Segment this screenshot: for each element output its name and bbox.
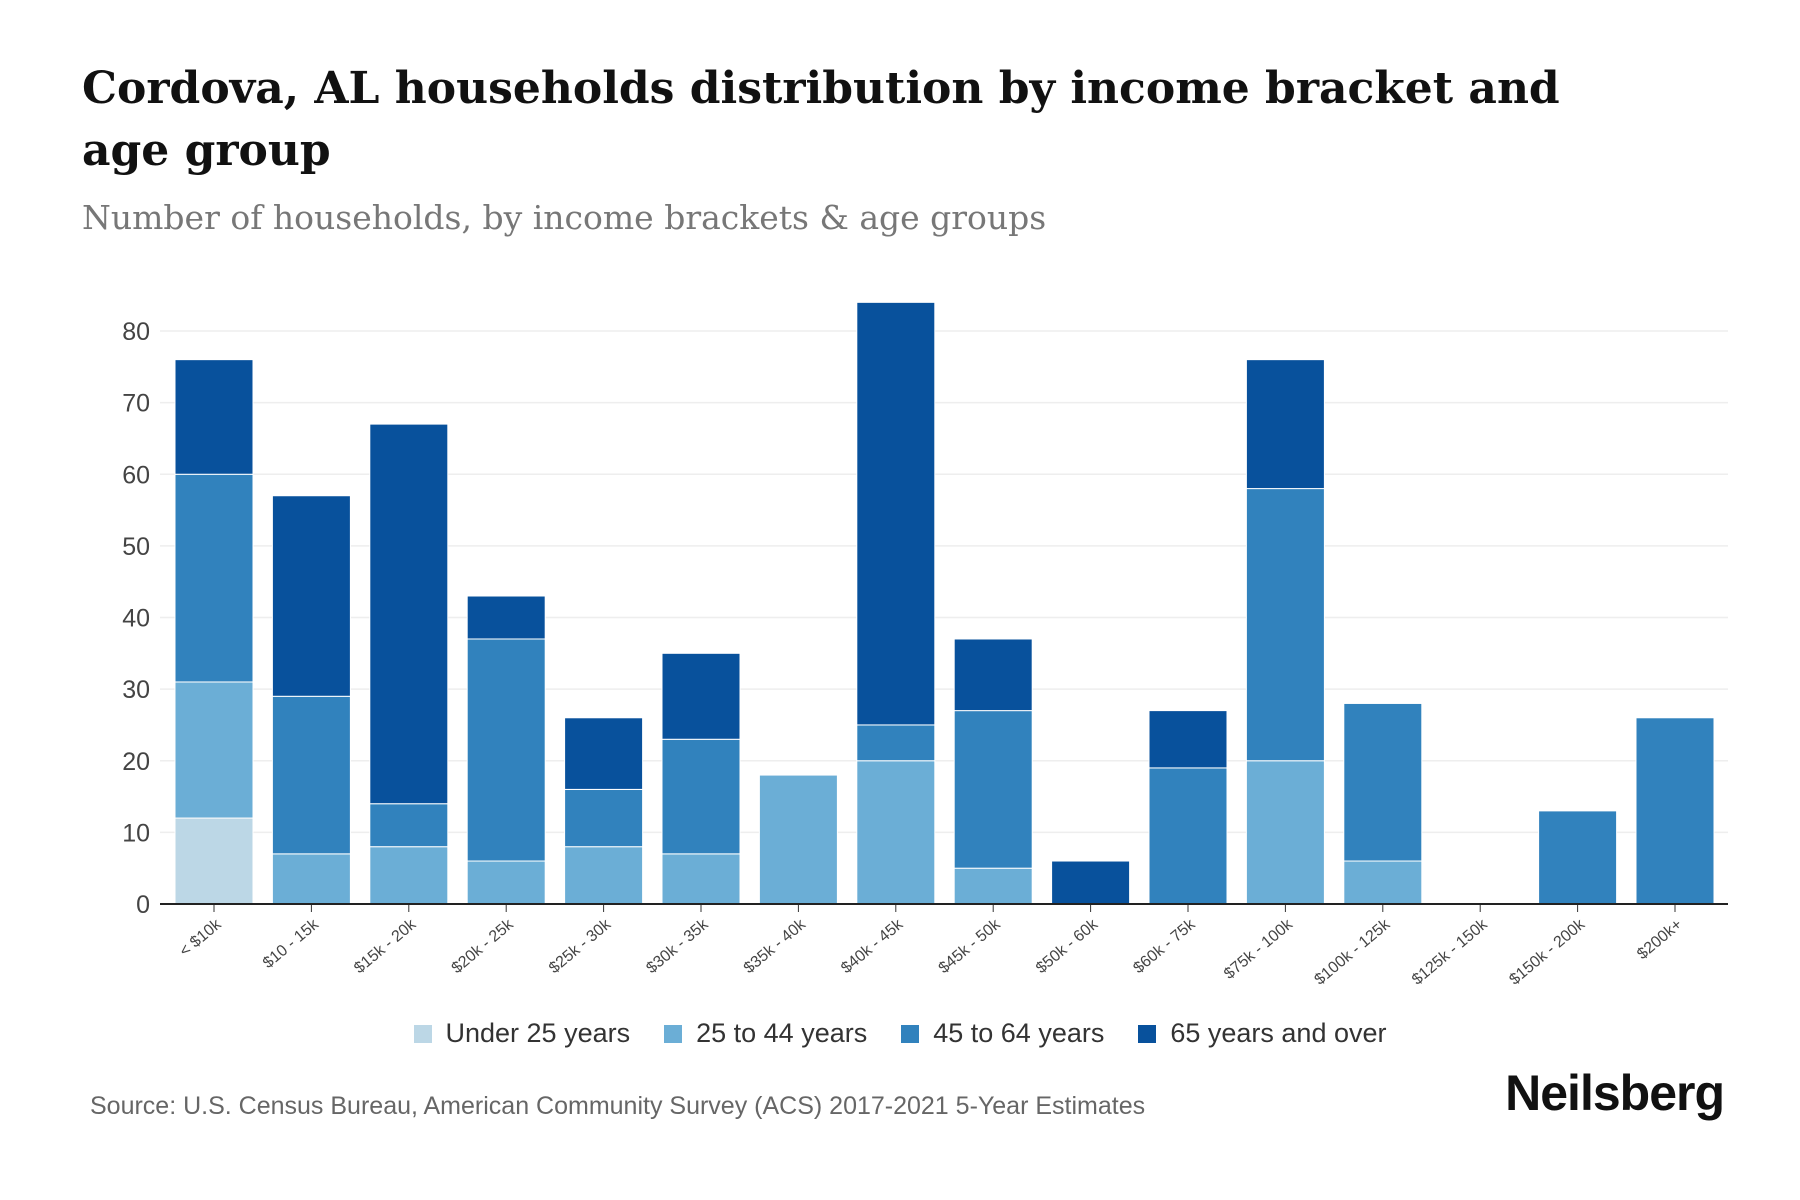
x-tick-label: $25k - 30k [546, 915, 615, 977]
bar-segment [174, 473, 254, 683]
bar-segment [1245, 488, 1325, 762]
x-tick-label: $125k - 150k [1409, 915, 1492, 988]
x-tick-label: $40k - 45k [838, 915, 907, 977]
bar-segment [369, 846, 449, 905]
x-tick-label: $45k - 50k [936, 915, 1005, 977]
x-tick-label: $15k - 20k [351, 915, 420, 977]
x-tick-label: $150k - 200k [1506, 915, 1589, 988]
bar-segment [1635, 717, 1715, 905]
bar-segment [369, 423, 449, 805]
bar-segment [1051, 860, 1131, 905]
legend: Under 25 years 25 to 44 years 45 to 64 yea… [0, 1018, 1800, 1049]
source-note: Source: U.S. Census Bureau, American Com… [90, 1092, 1146, 1120]
bar-segment [856, 724, 936, 762]
y-tick-label: 80 [122, 318, 150, 346]
y-tick-label: 70 [122, 390, 150, 418]
legend-swatch [664, 1024, 683, 1043]
bar-segment [661, 652, 741, 740]
bar-segment [1148, 767, 1228, 905]
y-tick-label: 30 [122, 676, 150, 704]
bar-segment [174, 817, 254, 905]
y-tick-label: 40 [122, 605, 150, 633]
bar-segment [174, 359, 254, 475]
x-tick-label: $20k - 25k [449, 915, 518, 977]
y-tick-label: 20 [122, 748, 150, 776]
x-tick-label: $50k - 60k [1033, 915, 1102, 977]
x-tick-label: $35k - 40k [741, 915, 810, 977]
neilsberg-logo: Neilsberg [1505, 1065, 1725, 1121]
bar-segment [369, 803, 449, 848]
bar-segment [564, 846, 644, 905]
bar-segment [1245, 760, 1325, 905]
bar-segment [953, 867, 1033, 905]
legend-item: 25 to 44 years [664, 1018, 867, 1049]
bar-segment [564, 717, 644, 790]
y-tick-label: 60 [122, 461, 150, 489]
legend-swatch [901, 1024, 920, 1043]
legend-label: 25 to 44 years [696, 1018, 868, 1048]
x-tick-label: $10 - 15k [260, 915, 323, 972]
bar-segment [466, 638, 546, 862]
x-tick-label: $30k - 35k [643, 915, 712, 977]
y-tick-label: 50 [122, 533, 150, 561]
bar-segment [1343, 702, 1423, 862]
bar-segment [1343, 860, 1423, 905]
bar-segment [953, 710, 1033, 869]
chart-title: Cordova, AL households distribution by i… [82, 63, 1560, 176]
bar-segment [271, 853, 351, 905]
legend-label: Under 25 years [445, 1018, 631, 1048]
bar-segment [1538, 810, 1618, 905]
legend-item: 45 to 64 years [901, 1018, 1104, 1049]
bar-segment [1245, 359, 1325, 490]
x-tick-label: < $10k [177, 915, 226, 960]
bar-segment [1148, 710, 1228, 769]
legend-swatch [1138, 1024, 1157, 1043]
x-tick-label: $60k - 75k [1130, 915, 1199, 977]
legend-item: Under 25 years [413, 1018, 631, 1049]
bar-segment [856, 301, 936, 726]
legend-label: 45 to 64 years [933, 1018, 1105, 1048]
stacked-bar-chart: 0 10 20 30 40 50 60 70 80 < $10k $10 - 15k $15k - 2… [122, 301, 1728, 989]
bar-segment [564, 788, 644, 848]
x-tick-label: $75k - 100k [1221, 915, 1297, 982]
bar-segment [953, 638, 1033, 712]
bar-segment [856, 760, 936, 905]
x-tick-label: $100k - 125k [1312, 915, 1395, 988]
legend-swatch [413, 1024, 432, 1043]
chart-subtitle: Number of households, by income brackets… [82, 198, 1047, 237]
bar-segment [661, 853, 741, 905]
bar-segment [271, 495, 351, 697]
bar-segment [466, 595, 546, 640]
bar-segment [661, 738, 741, 855]
legend-item: 65 years and over [1138, 1018, 1387, 1049]
bar-segment [174, 681, 254, 819]
x-tick-label: $200k+ [1634, 916, 1685, 963]
bar-segment [466, 860, 546, 905]
legend-label: 65 years and over [1170, 1018, 1387, 1048]
y-tick-label: 0 [136, 891, 150, 919]
bar-segment [271, 695, 351, 855]
y-tick-label: 10 [122, 819, 150, 847]
bar-segment [758, 774, 838, 905]
